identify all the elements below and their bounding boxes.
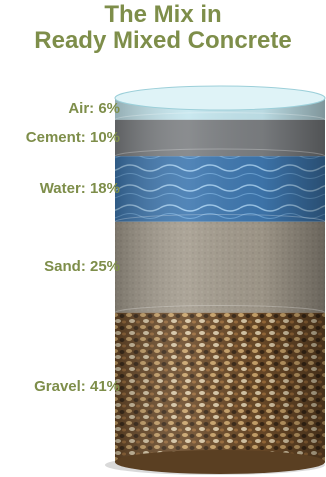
gravel-layer-shading: [115, 312, 325, 462]
cement-label: Cement: 10%: [25, 129, 120, 147]
title-line-2: Ready Mixed Concrete: [34, 27, 292, 54]
title-line-1: The Mix in: [104, 1, 222, 28]
cylinder-bottom: [115, 450, 325, 474]
gravel-label: Gravel: 41%: [34, 378, 120, 396]
layer-stack: [114, 85, 326, 474]
cement-layer-shading: [115, 119, 325, 157]
sand-label: Sand: 25%: [44, 258, 120, 276]
diagram-title: The Mix in Ready Mixed Concrete: [0, 2, 326, 54]
water-label: Water: 18%: [39, 180, 120, 197]
cylinder-top: [114, 85, 326, 111]
water-layer-shading: [115, 156, 325, 222]
sand-layer-shading: [115, 221, 325, 313]
air-label: Air: 6%: [68, 99, 120, 117]
